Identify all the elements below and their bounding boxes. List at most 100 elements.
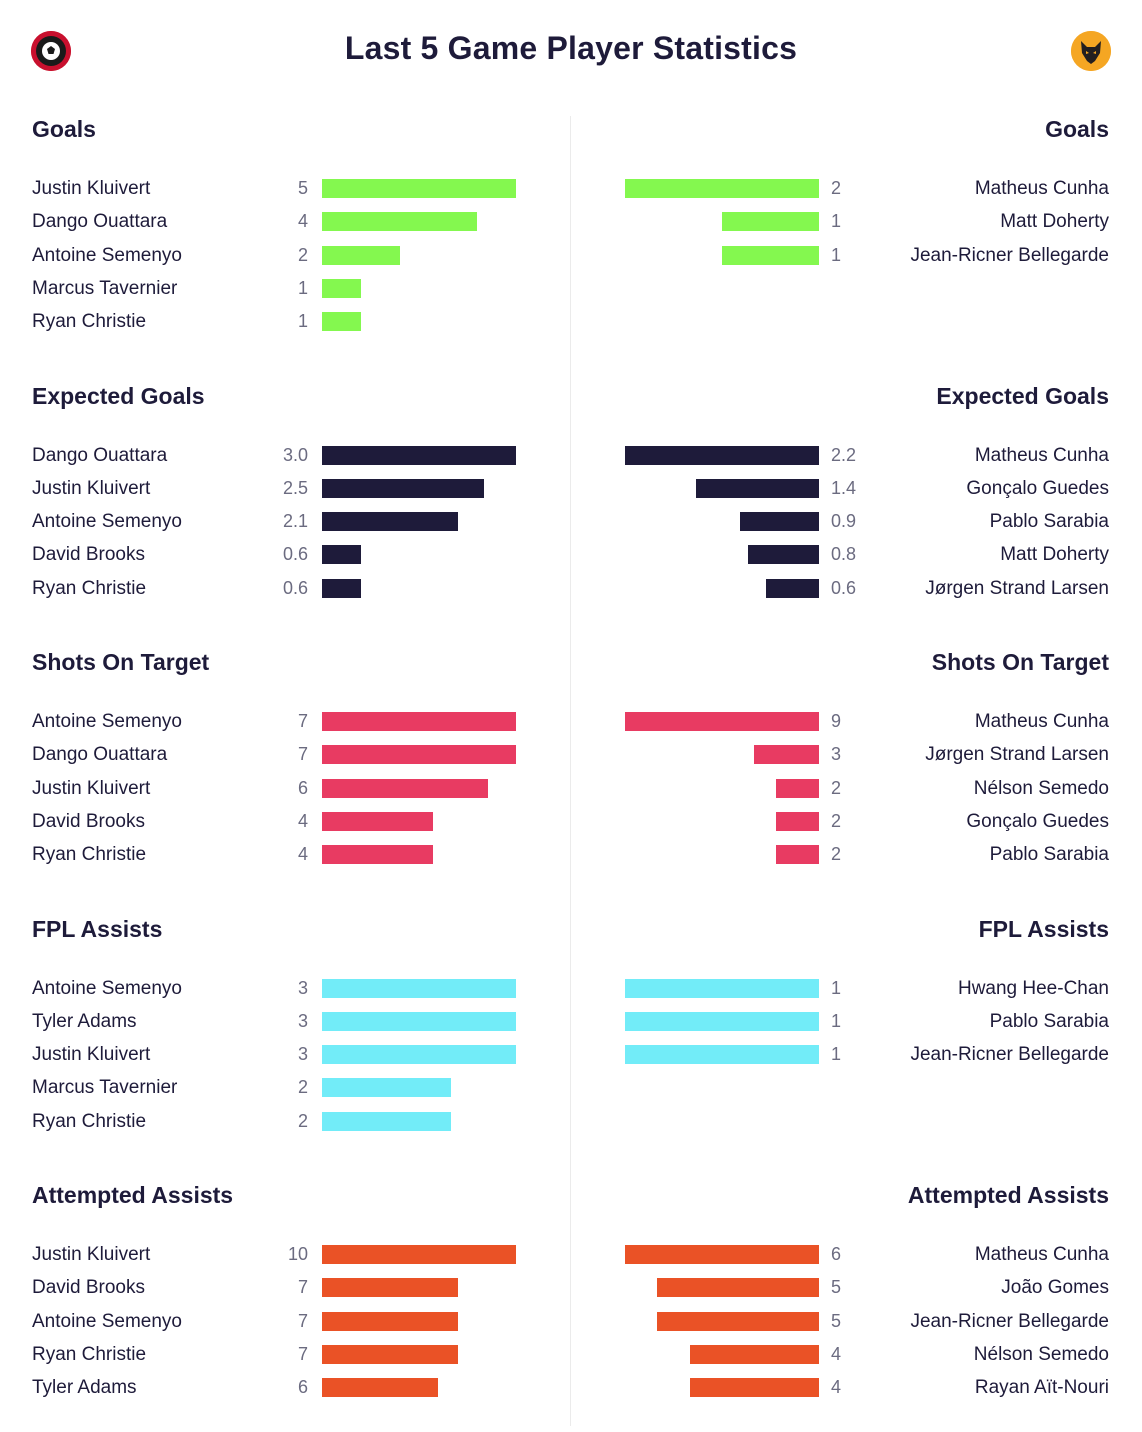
player-name: Jean-Ricner Bellegarde xyxy=(910,1044,1109,1066)
away-player-row: Nélson Semedo 2 xyxy=(571,778,1142,812)
away-player-row: Matheus Cunha 9 xyxy=(571,711,1142,745)
player-name: Ryan Christie xyxy=(32,577,147,599)
stat-bar xyxy=(322,1078,451,1098)
away-player-row: Matheus Cunha 2.2 xyxy=(571,445,1142,479)
away-player-row: Hwang Hee-Chan 1 xyxy=(571,978,1142,1012)
stat-bar xyxy=(748,545,819,565)
stat-bar xyxy=(625,1245,819,1264)
stat-bar xyxy=(696,478,819,498)
home-player-row: Justin Kluivert 2.5 xyxy=(0,478,570,512)
data-label: 1.4 xyxy=(831,477,857,498)
player-name: Justin Kluivert xyxy=(32,477,151,499)
data-label: 7 xyxy=(297,711,308,731)
away-player-row: Matheus Cunha 6 xyxy=(571,1244,1142,1278)
home-player-row: Dango Ouattara 3.0 xyxy=(0,445,570,479)
stat-bar xyxy=(322,312,361,332)
data-label: 7 xyxy=(297,1310,308,1331)
data-label: 7 xyxy=(297,744,308,765)
player-name: Pablo Sarabia xyxy=(989,511,1109,533)
player-name: Nélson Semedo xyxy=(973,777,1109,799)
player-name: Antoine Semenyo xyxy=(32,1310,182,1332)
data-label: 5 xyxy=(831,1310,842,1331)
data-label: 0.6 xyxy=(831,577,857,598)
stat-bar xyxy=(322,712,516,731)
home-player-row: David Brooks 7 xyxy=(0,1277,570,1311)
home-player-row: Ryan Christie 7 xyxy=(0,1344,570,1378)
away-player-row: Pablo Sarabia 0.9 xyxy=(571,511,1142,545)
stat-bar xyxy=(322,1111,451,1131)
player-name: Hwang Hee-Chan xyxy=(957,977,1109,999)
away-section-title: FPL Assists xyxy=(978,915,1109,942)
stat-bar xyxy=(690,1344,819,1364)
player-name: David Brooks xyxy=(32,544,145,566)
player-name: Jean-Ricner Bellegarde xyxy=(910,244,1109,266)
away-player-row: Pablo Sarabia 1 xyxy=(571,1011,1142,1045)
data-label: 1 xyxy=(831,1044,842,1065)
home-player-row: Antoine Semenyo 7 xyxy=(0,1311,570,1345)
player-name: Matheus Cunha xyxy=(974,711,1109,732)
stat-bar xyxy=(322,245,400,265)
away-player-row: Rayan Aït-Nouri 4 xyxy=(571,1377,1142,1411)
stat-bar xyxy=(322,478,484,498)
section-shots-on-target: Shots On Target Antoine Semenyo 7 Dango Oua… xyxy=(0,649,1142,899)
away-player-row: Pablo Sarabia 2 xyxy=(571,844,1142,878)
data-label: 0.9 xyxy=(831,511,857,532)
data-label: 3.0 xyxy=(282,444,308,465)
away-player-row: Jean-Ricner Bellegarde 1 xyxy=(571,245,1142,279)
stat-bar xyxy=(625,712,819,731)
data-label: 2.5 xyxy=(282,477,308,498)
data-label: 10 xyxy=(287,1244,308,1264)
stat-bar xyxy=(690,1378,819,1398)
stat-bar xyxy=(322,745,516,765)
away-section-title: Goals xyxy=(1045,116,1109,142)
home-player-row: Antoine Semenyo 3 xyxy=(0,978,570,1012)
stat-bar xyxy=(322,978,516,998)
column-divider xyxy=(570,116,571,1426)
home-section-title: Shots On Target xyxy=(32,649,210,675)
data-label: 1 xyxy=(297,311,308,332)
page-title: Last 5 Game Player Statistics xyxy=(344,30,798,66)
player-name: Antoine Semenyo xyxy=(32,244,182,266)
data-label: 1 xyxy=(831,211,842,232)
data-label: 4 xyxy=(831,1343,842,1364)
home-player-row: Tyler Adams 6 xyxy=(0,1377,570,1411)
away-section-title: Shots On Target xyxy=(931,649,1109,675)
wolves-crest-icon xyxy=(1071,31,1111,71)
player-name: Tyler Adams xyxy=(32,1377,137,1399)
stat-bar xyxy=(322,778,488,798)
stat-bar xyxy=(322,212,477,232)
player-name: Pablo Sarabia xyxy=(989,1010,1109,1032)
data-label: 2 xyxy=(297,1110,308,1131)
home-player-row: Antoine Semenyo 2 xyxy=(0,245,570,279)
section-fpl-assists: FPL Assists Antoine Semenyo 3 Tyler Adams 3 J… xyxy=(0,916,1142,1166)
home-section-title: Expected Goals xyxy=(32,382,205,409)
player-name: Dango Ouattara xyxy=(32,744,168,766)
player-name: Dango Ouattara xyxy=(32,211,168,233)
data-label: 2 xyxy=(831,844,842,865)
away-section-title: Expected Goals xyxy=(936,382,1109,409)
data-label: 6 xyxy=(831,1244,842,1264)
stat-bar xyxy=(625,978,819,998)
data-label: 5 xyxy=(297,178,308,198)
stat-bar xyxy=(322,1245,516,1264)
data-label: 7 xyxy=(297,1277,308,1298)
data-label: 2 xyxy=(831,810,842,831)
player-name: Jørgen Strand Larsen xyxy=(925,744,1109,766)
home-player-row: Dango Ouattara 4 xyxy=(0,211,570,245)
away-player-row: Nélson Semedo 4 xyxy=(571,1344,1142,1378)
stat-bar xyxy=(322,545,361,565)
data-label: 4 xyxy=(297,810,308,831)
stat-bar xyxy=(776,778,819,798)
player-name: Matt Doherty xyxy=(1000,211,1109,233)
data-label: 3 xyxy=(297,977,308,998)
away-player-row: Gonçalo Guedes 2 xyxy=(571,811,1142,845)
away-player-row: Matheus Cunha 2 xyxy=(571,178,1142,212)
player-name: Ryan Christie xyxy=(32,311,147,333)
player-name: Tyler Adams xyxy=(32,1010,137,1032)
bournemouth-crest-icon xyxy=(31,31,71,71)
stat-bar xyxy=(776,811,819,831)
player-name: Antoine Semenyo xyxy=(32,711,182,732)
data-label: 1 xyxy=(297,277,308,298)
player-name: Pablo Sarabia xyxy=(989,844,1109,866)
away-player-row: Gonçalo Guedes 1.4 xyxy=(571,478,1142,512)
